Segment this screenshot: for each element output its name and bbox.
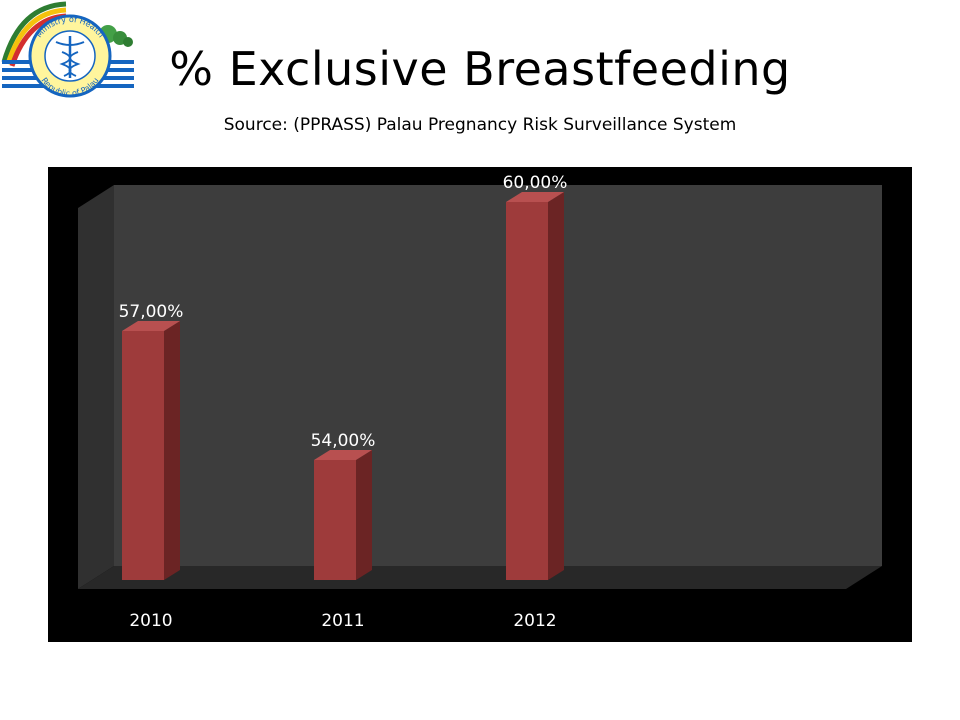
ministry-logo: Ministry of Health Republic of Palau — [1, 1, 134, 98]
data-label: 60,00% — [503, 173, 568, 193]
bar-top — [122, 321, 180, 331]
bar-side — [164, 321, 180, 580]
page-title: % Exclusive Breastfeeding — [169, 42, 791, 96]
bar-side — [548, 192, 564, 580]
bar-top — [506, 192, 564, 202]
x-tick-label: 2012 — [513, 611, 556, 631]
page-subtitle: Source: (PPRASS) Palau Pregnancy Risk Su… — [223, 115, 737, 135]
bar-side — [356, 450, 372, 580]
bar-front — [506, 202, 548, 580]
chart-panel: 57,00% 2010 54,00% 2011 60,00% 2012 — [48, 167, 912, 642]
bar-chart: 57,00% 2010 54,00% 2011 60,00% 2012 — [78, 173, 882, 631]
data-label: 54,00% — [311, 431, 376, 451]
bar-top — [314, 450, 372, 460]
chart-side-wall — [78, 185, 114, 589]
bar-front — [122, 331, 164, 580]
chart-floor — [78, 566, 882, 589]
data-label: 57,00% — [119, 302, 184, 322]
x-tick-label: 2010 — [129, 611, 172, 631]
bar-front — [314, 460, 356, 580]
chart-back-wall — [114, 185, 882, 566]
x-tick-label: 2011 — [321, 611, 364, 631]
